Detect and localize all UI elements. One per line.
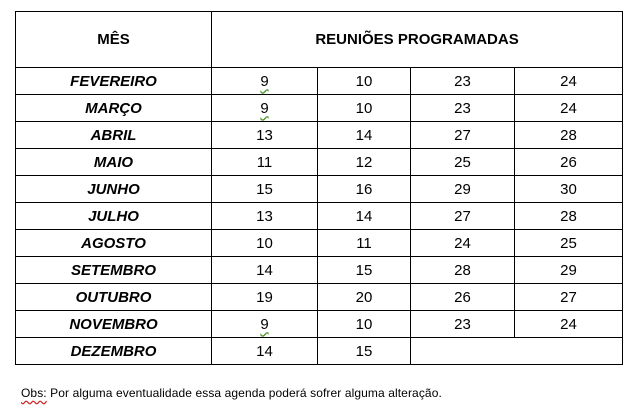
day-cell: 29 [513, 256, 624, 284]
month-column-header: MÊS [15, 11, 212, 68]
table-row: SETEMBRO 14 15 28 29 [15, 256, 624, 284]
month-cell: DEZEMBRO [15, 337, 212, 365]
day-cell: 24 [513, 67, 624, 95]
meetings-column-header: REUNIÕES PROGRAMADAS [210, 11, 624, 68]
table-row: MARÇO 9 10 23 24 [15, 94, 624, 122]
month-cell: MAIO [15, 148, 212, 176]
day-cell: 26 [513, 148, 624, 176]
day-cell: 10 [317, 67, 411, 95]
day-cell: 12 [317, 148, 411, 176]
month-cell: SETEMBRO [15, 256, 212, 284]
day-cell: 25 [513, 229, 624, 257]
month-cell: JULHO [15, 202, 212, 230]
month-cell: JUNHO [15, 175, 212, 203]
table-header-row: MÊS REUNIÕES PROGRAMADAS [15, 11, 624, 68]
day-cell: 24 [513, 310, 624, 338]
observation-label: Obs: [21, 386, 47, 400]
table-row: ABRIL 13 14 27 28 [15, 121, 624, 149]
day-cell: 26 [410, 283, 515, 311]
meetings-schedule-table: MÊS REUNIÕES PROGRAMADAS FEVEREIRO 9 10 … [15, 11, 624, 365]
month-cell: AGOSTO [15, 229, 212, 257]
empty-cell [409, 337, 624, 365]
month-cell: FEVEREIRO [15, 67, 212, 95]
table-row: JULHO 13 14 27 28 [15, 202, 624, 230]
day-cell: 13 [211, 202, 318, 230]
day-cell: 13 [211, 121, 318, 149]
table-row: JUNHO 15 16 29 30 [15, 175, 624, 203]
day-cell: 27 [410, 121, 515, 149]
day-cell: 24 [513, 94, 624, 122]
table-row: NOVEMBRO 9 10 23 24 [15, 310, 624, 338]
day-cell: 10 [317, 94, 411, 122]
observation-text: Por alguma eventualidade essa agenda pod… [46, 386, 442, 400]
day-cell: 27 [410, 202, 515, 230]
day-cell: 15 [317, 256, 411, 284]
day-cell: 9 [211, 310, 318, 338]
day-cell: 25 [410, 148, 515, 176]
table-row: DEZEMBRO 14 15 [15, 337, 624, 365]
day-cell: 10 [317, 310, 411, 338]
day-cell: 11 [211, 148, 318, 176]
month-cell: MARÇO [15, 94, 212, 122]
day-cell: 23 [410, 94, 515, 122]
day-cell: 28 [513, 202, 624, 230]
day-cell: 30 [513, 175, 624, 203]
day-cell: 28 [410, 256, 515, 284]
day-cell: 19 [211, 283, 318, 311]
day-cell: 11 [317, 229, 411, 257]
day-cell: 23 [410, 67, 515, 95]
day-cell: 14 [211, 256, 318, 284]
day-cell: 10 [211, 229, 318, 257]
observation-note: Obs: Por alguma eventualidade essa agend… [21, 386, 442, 400]
day-cell: 28 [513, 121, 624, 149]
table-row: AGOSTO 10 11 24 25 [15, 229, 624, 257]
day-cell: 16 [317, 175, 411, 203]
day-cell: 14 [211, 337, 318, 365]
day-cell: 27 [513, 283, 624, 311]
month-cell: NOVEMBRO [15, 310, 212, 338]
day-cell: 14 [317, 202, 411, 230]
day-cell: 9 [211, 67, 318, 95]
month-cell: OUTUBRO [15, 283, 212, 311]
day-cell: 24 [410, 229, 515, 257]
day-cell: 23 [410, 310, 515, 338]
table-row: OUTUBRO 19 20 26 27 [15, 283, 624, 311]
month-cell: ABRIL [15, 121, 212, 149]
day-cell: 15 [211, 175, 318, 203]
day-cell: 15 [317, 337, 411, 365]
day-cell: 20 [317, 283, 411, 311]
day-cell: 14 [317, 121, 411, 149]
table-row: MAIO 11 12 25 26 [15, 148, 624, 176]
table-row: FEVEREIRO 9 10 23 24 [15, 67, 624, 95]
day-cell: 9 [211, 94, 318, 122]
day-cell: 29 [410, 175, 515, 203]
